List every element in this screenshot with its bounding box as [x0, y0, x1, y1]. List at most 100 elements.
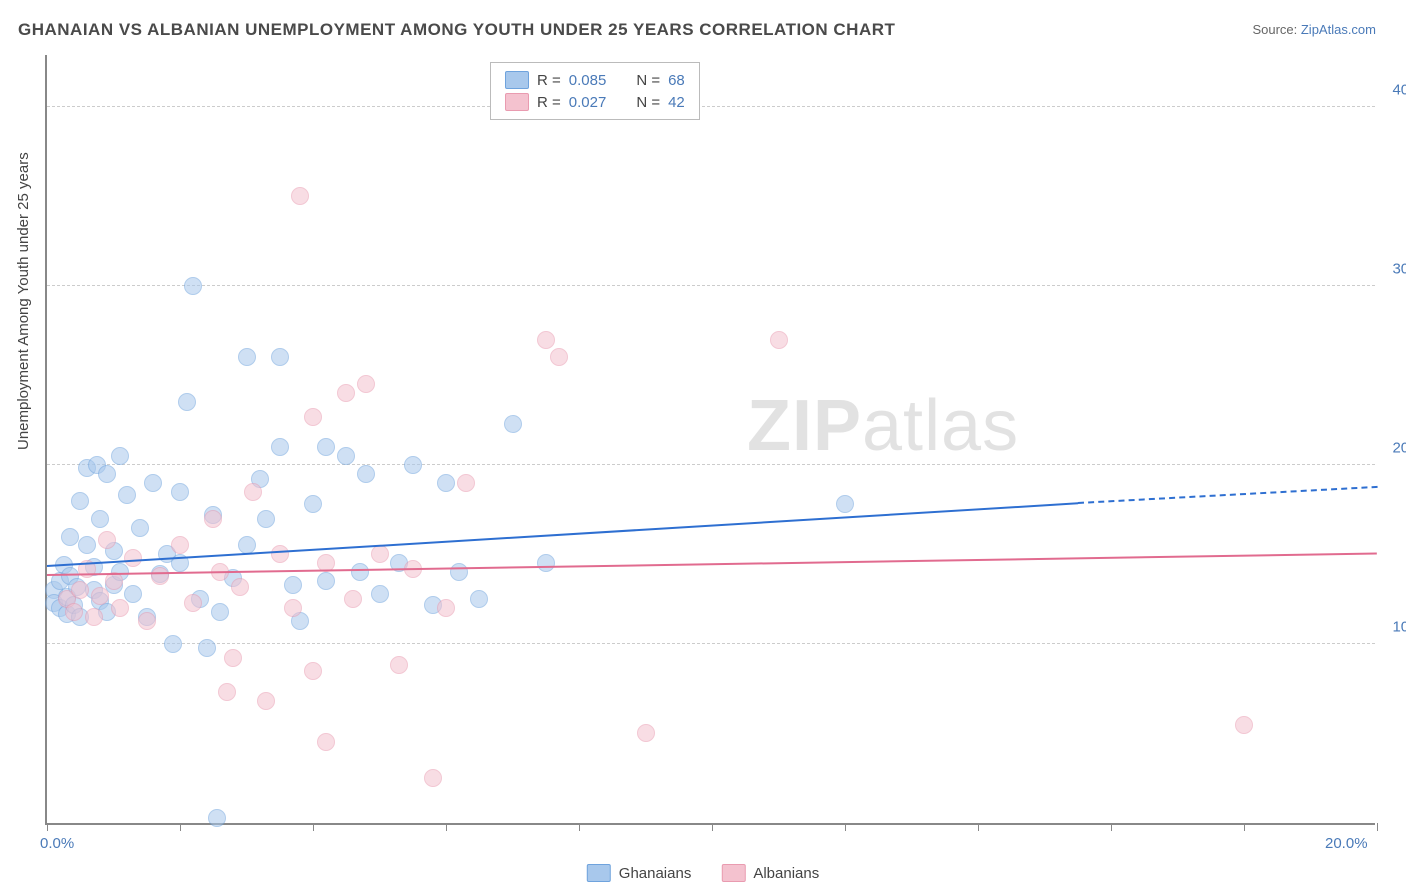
gridline [47, 106, 1375, 107]
correlation-legend: R =0.085N =68 R = 0.027 N = 42 [490, 62, 700, 120]
x-tick [712, 823, 713, 831]
scatter-point [184, 594, 202, 612]
scatter-point [371, 585, 389, 603]
scatter-point [836, 495, 854, 513]
scatter-point [371, 545, 389, 563]
scatter-point [118, 486, 136, 504]
scatter-point [198, 639, 216, 657]
trend-line [47, 502, 1078, 567]
scatter-point [437, 474, 455, 492]
n-value: 42 [668, 94, 685, 111]
scatter-point [171, 536, 189, 554]
scatter-point [390, 656, 408, 674]
scatter-point [78, 536, 96, 554]
legend-swatch [505, 93, 529, 111]
scatter-point [271, 438, 289, 456]
r-label: R = [537, 94, 561, 111]
r-value: 0.027 [569, 94, 607, 111]
scatter-point [85, 608, 103, 626]
scatter-point [437, 599, 455, 617]
correlation-legend-row: R = 0.027 N = 42 [505, 91, 685, 113]
watermark: ZIPatlas [747, 385, 1019, 467]
scatter-point [244, 483, 262, 501]
correlation-legend-row: R =0.085N =68 [505, 69, 685, 91]
scatter-point [271, 348, 289, 366]
scatter-point [637, 724, 655, 742]
scatter-point [357, 375, 375, 393]
x-tick [978, 823, 979, 831]
scatter-point [171, 483, 189, 501]
scatter-point [284, 576, 302, 594]
legend-label-albanians: Albanians [753, 865, 819, 882]
scatter-point [291, 187, 309, 205]
scatter-point [144, 474, 162, 492]
scatter-point [124, 585, 142, 603]
x-tick-label: 20.0% [1325, 835, 1368, 852]
source-attribution: Source: ZipAtlas.com [1252, 22, 1376, 37]
scatter-point [257, 510, 275, 528]
scatter-point [131, 519, 149, 537]
scatter-point [404, 456, 422, 474]
scatter-point [1235, 716, 1253, 734]
scatter-point [537, 331, 555, 349]
source-link[interactable]: ZipAtlas.com [1301, 22, 1376, 37]
scatter-point [111, 599, 129, 617]
y-tick-label: 40.0% [1392, 81, 1406, 98]
scatter-point [91, 587, 109, 605]
x-tick [1377, 823, 1378, 831]
y-tick-label: 20.0% [1392, 439, 1406, 456]
legend-item-ghanaians: Ghanaians [587, 864, 692, 882]
swatch-ghanaians [587, 864, 611, 882]
source-label: Source: [1252, 22, 1300, 37]
scatter-point [124, 549, 142, 567]
scatter-point [537, 554, 555, 572]
trend-line [1078, 486, 1377, 504]
scatter-point [138, 612, 156, 630]
scatter-point [304, 662, 322, 680]
watermark-bold: ZIP [747, 386, 862, 466]
x-tick [1111, 823, 1112, 831]
trend-line [47, 552, 1377, 575]
chart-title: GHANAIAN VS ALBANIAN UNEMPLOYMENT AMONG … [18, 20, 895, 40]
watermark-light: atlas [862, 386, 1019, 466]
scatter-point [164, 635, 182, 653]
y-axis-label: Unemployment Among Youth under 25 years [15, 152, 32, 450]
scatter-point [231, 578, 249, 596]
gridline [47, 643, 1375, 644]
scatter-point [98, 465, 116, 483]
plot-area: ZIPatlas 10.0%20.0%30.0%40.0% [45, 55, 1375, 825]
scatter-point [224, 649, 242, 667]
scatter-point [317, 572, 335, 590]
scatter-point [98, 531, 116, 549]
legend-swatch [505, 71, 529, 89]
scatter-point [211, 603, 229, 621]
scatter-point [257, 692, 275, 710]
r-value: 0.085 [569, 72, 607, 89]
y-tick-label: 10.0% [1392, 618, 1406, 635]
scatter-point [337, 447, 355, 465]
scatter-point [770, 331, 788, 349]
scatter-point [450, 563, 468, 581]
scatter-point [317, 438, 335, 456]
scatter-point [317, 733, 335, 751]
scatter-point [351, 563, 369, 581]
x-tick [180, 823, 181, 831]
gridline [47, 464, 1375, 465]
scatter-point [271, 545, 289, 563]
swatch-albanians [721, 864, 745, 882]
x-tick [446, 823, 447, 831]
x-tick [1244, 823, 1245, 831]
series-legend: Ghanaians Albanians [587, 864, 819, 882]
n-label: N = [636, 94, 660, 111]
scatter-point [71, 581, 89, 599]
scatter-point [470, 590, 488, 608]
scatter-point [304, 408, 322, 426]
x-tick-label: 0.0% [40, 835, 74, 852]
n-value: 68 [668, 72, 685, 89]
scatter-point [550, 348, 568, 366]
scatter-point [284, 599, 302, 617]
scatter-point [504, 415, 522, 433]
scatter-point [91, 510, 109, 528]
scatter-point [65, 603, 83, 621]
scatter-point [304, 495, 322, 513]
